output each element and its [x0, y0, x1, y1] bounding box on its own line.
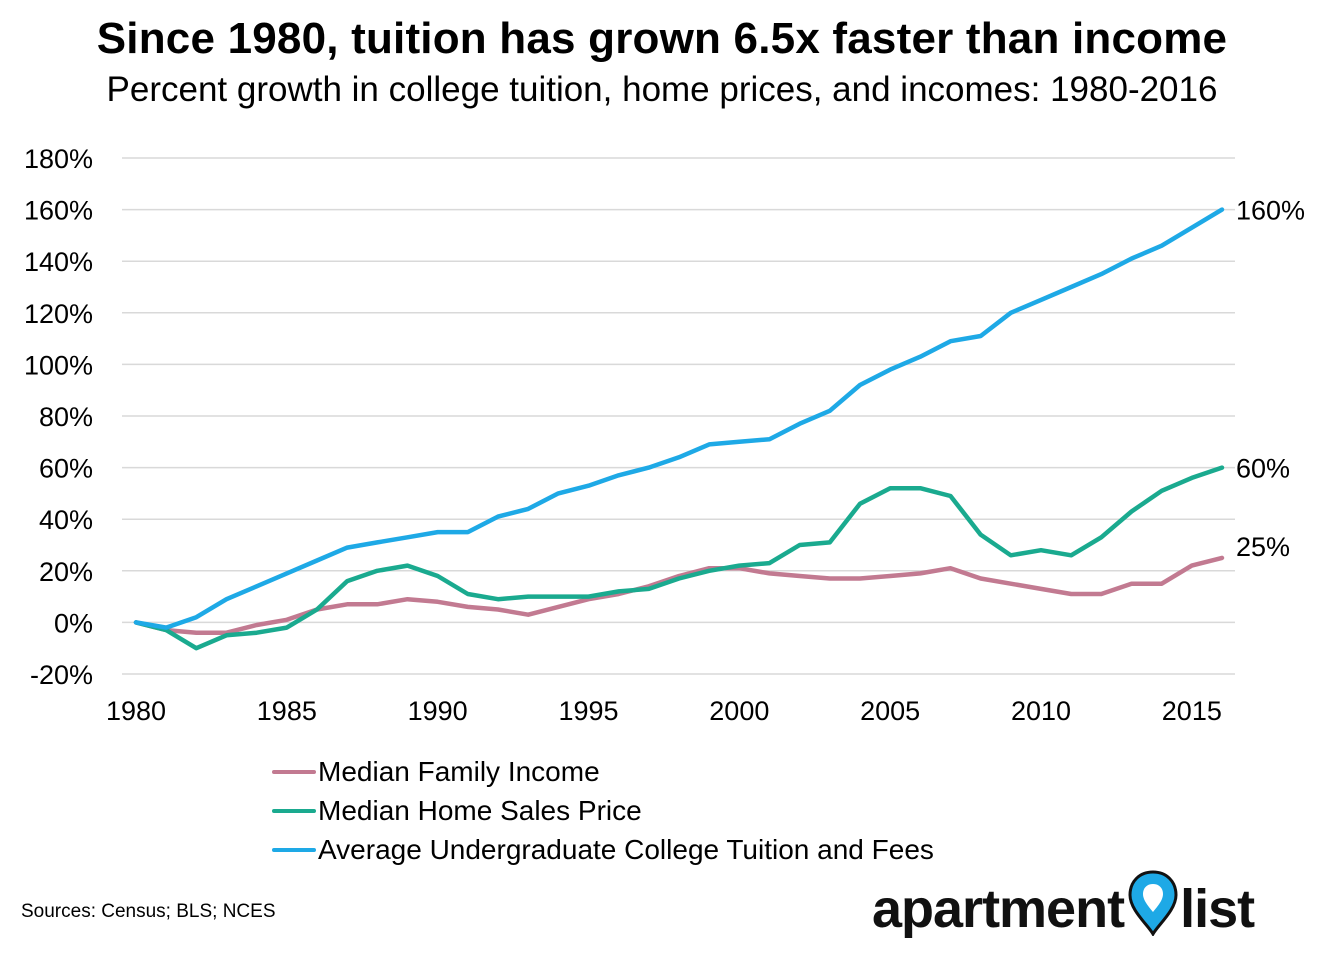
legend-label-home-price: Median Home Sales Price	[318, 794, 642, 826]
legend-swatch-home-price	[272, 808, 316, 813]
end-labels: 25% 60% 160%	[1236, 196, 1305, 562]
legend-swatch-income	[272, 769, 316, 774]
legend-swatch-tuition	[272, 847, 316, 852]
y-tick-label: 180%	[24, 144, 93, 174]
x-tick-label: 1990	[408, 696, 468, 726]
x-tick-label: 1985	[257, 696, 317, 726]
y-tick-label: 0%	[54, 608, 93, 638]
series-line-tuition	[133, 207, 1225, 630]
x-tick-label: 2005	[860, 696, 920, 726]
y-tick-label: 60%	[39, 454, 93, 484]
x-tick-label: 2010	[1011, 696, 1071, 726]
y-tick-label: -20%	[30, 660, 93, 690]
apartment-list-logo: apartment list	[872, 870, 1255, 940]
y-tick-label: 80%	[39, 402, 93, 432]
end-label-tuition: 160%	[1236, 196, 1305, 226]
series-line-home-price	[133, 465, 1225, 651]
logo-text-apartment: apartment	[872, 879, 1125, 939]
x-tick-label: 1995	[558, 696, 618, 726]
chart-subtitle: Percent growth in college tuition, home …	[106, 70, 1218, 109]
y-tick-label: 100%	[24, 350, 93, 380]
y-tick-label: 160%	[24, 196, 93, 226]
x-axis-ticks: 1980 1985 1990 1995 2000 2005 2010 2015	[106, 696, 1222, 726]
legend-item-home-price: Median Home Sales Price	[272, 791, 934, 830]
legend-label-income: Median Family Income	[318, 755, 600, 787]
y-tick-label: 120%	[24, 299, 93, 329]
gridlines	[122, 157, 1235, 675]
y-tick-label: 20%	[39, 557, 93, 587]
legend-item-income: Median Family Income	[272, 752, 934, 791]
map-pin-icon	[1128, 870, 1178, 936]
y-axis-ticks: -20% 0% 20% 40% 60% 80% 100% 120% 140% 160% 180%	[24, 144, 93, 690]
logo-text-list: list	[1180, 879, 1255, 939]
end-label-home-price: 60%	[1236, 454, 1290, 484]
x-tick-label: 1980	[106, 696, 166, 726]
series-lines	[133, 207, 1225, 651]
y-tick-label: 40%	[39, 505, 93, 535]
x-tick-label: 2015	[1162, 696, 1222, 726]
end-label-income: 25%	[1236, 532, 1290, 562]
legend-item-tuition: Average Undergraduate College Tuition an…	[272, 830, 934, 869]
legend-label-tuition: Average Undergraduate College Tuition an…	[318, 833, 934, 865]
chart-title: Since 1980, tuition has grown 6.5x faste…	[96, 14, 1228, 63]
x-tick-label: 2000	[709, 696, 769, 726]
legend: Median Family Income Median Home Sales P…	[272, 752, 934, 869]
y-tick-label: 140%	[24, 247, 93, 277]
sources-note: Sources: Census; BLS; NCES	[21, 901, 276, 922]
